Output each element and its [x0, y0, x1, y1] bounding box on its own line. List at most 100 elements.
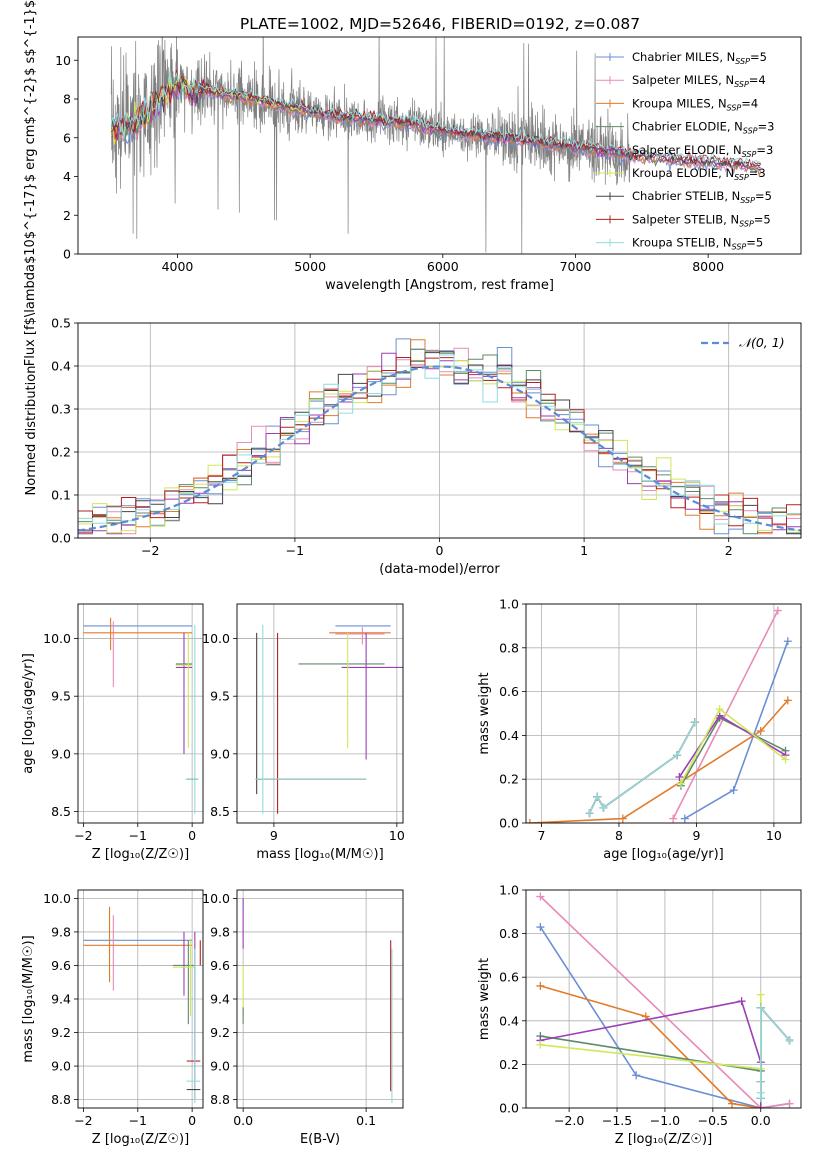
y-tick-label: 0.6 [499, 684, 519, 699]
weight-point [756, 1104, 765, 1108]
panel-age_vs_mass: 9 10 8.5 9.0 9.5 10.0 mass [log₁₀(M/M☉)] [202, 603, 405, 862]
panel-weight_vs_Z: −2.0 −1.5 −1.0 −0.5 0.0 0.0 0.2 0.4 0.6 0.8 1.0 Z [… [477, 883, 802, 1147]
y-tick-label: 8.5 [210, 804, 230, 819]
y-tick-label: 9.2 [51, 1025, 71, 1040]
x-axis-label: Z [log₁₀(Z/Z☉)] [92, 1132, 189, 1147]
legend-value: =5 [754, 212, 771, 226]
weight-series [588, 721, 696, 814]
y-tick-label: 9.4 [51, 992, 71, 1007]
y-tick-label: 0 [63, 247, 71, 262]
legend-name: Salpeter ELODIE, N [632, 143, 742, 157]
y-axis-label: Normed distribution [24, 366, 39, 496]
y-tick-label: 0.4 [51, 359, 71, 374]
x-tick-label: 10 [766, 828, 782, 843]
model-spectrum [110, 70, 762, 166]
x-axis-label: wavelength [Angstrom, rest frame] [325, 278, 554, 293]
y-tick-label: 9.5 [51, 689, 71, 704]
legend-name: Kroupa STELIB, N [632, 236, 732, 250]
x-tick-label: 2 [725, 543, 733, 558]
weight-point [756, 1003, 765, 1012]
y-tick-label: 9.0 [51, 746, 71, 761]
legend-sub: SSP [727, 103, 742, 112]
x-axis-label: Z [log₁₀(Z/Z☉)] [615, 1132, 712, 1147]
y-axis-label: mass weight [477, 672, 492, 754]
weight-point [632, 1071, 641, 1080]
observed-spectrum [110, 37, 632, 254]
y-axis-label: age [log₁₀(age/yr)] [21, 653, 36, 774]
x-tick-label: −1.0 [650, 1113, 680, 1128]
x-tick-label: 8000 [692, 259, 724, 274]
panel-residuals: −2 −1 0 1 2 0.0 0.1 0.2 0.3 0.4 0.5 (data-model)/er… [24, 316, 802, 577]
y-tick-label: 9.4 [210, 992, 230, 1007]
legend-name: Kroupa MILES, N [632, 96, 727, 110]
y-tick-label: 0.3 [51, 402, 71, 417]
y-tick-label: 0.4 [499, 728, 519, 743]
y-tick-label: 0.2 [51, 445, 71, 460]
x-tick-label: 5000 [294, 259, 326, 274]
y-tick-label: 9.8 [210, 924, 230, 939]
legend-entry: Chabrier ELODIE, NSSP=3 [632, 120, 774, 136]
y-tick-label: 0.4 [499, 1013, 519, 1028]
x-tick-label: 7000 [560, 259, 592, 274]
legend-sub: SSP [743, 127, 758, 136]
y-tick-label: 2 [63, 208, 71, 223]
legend-entry: Chabrier STELIB, NSSP=5 [632, 189, 772, 205]
x-tick-label: 9 [270, 828, 278, 843]
weight-point [728, 1099, 737, 1108]
y-tick-label: 4 [63, 169, 71, 184]
plot-area [536, 892, 794, 1108]
y-tick-label: 10.0 [43, 891, 71, 906]
weight-point [715, 705, 724, 714]
axes-frame [77, 36, 802, 255]
legend-sub: SSP [734, 80, 749, 89]
y-tick-label: 1.0 [499, 597, 519, 612]
x-tick-label: −1.5 [602, 1113, 632, 1128]
legend-sub: SSP [742, 150, 757, 159]
weight-point [536, 892, 545, 901]
plot-area [78, 338, 801, 535]
weight-point [669, 814, 678, 823]
weight-point [729, 786, 738, 795]
legend-value: =4 [741, 96, 758, 110]
legend-name: Chabrier STELIB, N [632, 189, 740, 203]
weight-point [680, 814, 689, 823]
legend-value: =4 [749, 73, 766, 87]
weight-series [588, 721, 696, 814]
weight-point [783, 696, 792, 705]
x-tick-label: 1 [580, 543, 588, 558]
legend-name: Salpeter MILES, N [632, 73, 734, 87]
weight-series [760, 1005, 791, 1099]
y-tick-label: 8.8 [210, 1092, 230, 1107]
x-tick-label: −2.0 [554, 1113, 584, 1128]
y-tick-label: 8.8 [51, 1092, 71, 1107]
axes-frame [77, 889, 204, 1109]
weight-point [785, 1099, 794, 1108]
y-axis-label: mass weight [477, 958, 492, 1040]
y-tick-label: 0.0 [499, 816, 519, 831]
gaussian-curve [78, 365, 801, 532]
weight-point [781, 755, 790, 764]
weight-series [539, 895, 790, 1108]
x-axis-label: (data-model)/error [379, 562, 500, 577]
x-tick-label: 10 [389, 828, 405, 843]
legend-sub: SSP [734, 173, 749, 182]
legend-entry: Salpeter ELODIE, NSSP=3 [632, 143, 773, 159]
residual-histogram [78, 351, 801, 534]
y-tick-label: 9.6 [210, 958, 230, 973]
y-tick-label: 0.6 [499, 970, 519, 985]
legend-value: =3 [756, 143, 773, 157]
weight-point [785, 1036, 794, 1045]
y-tick-label: 9.0 [210, 746, 230, 761]
weight-series [540, 1000, 762, 1108]
y-tick-label: 9.0 [51, 1059, 71, 1074]
axes-frame [236, 889, 404, 1109]
weight-point [756, 727, 765, 736]
panel-mass_vs_Z: −2 −1 0 8.8 9.0 9.2 9.4 9.6 9.8 10.0 Z [log₁₀(Z/Z☉… [21, 889, 204, 1147]
x-tick-label: 7 [538, 828, 546, 843]
y-tick-label: 0.1 [51, 488, 71, 503]
legend-entry: Salpeter MILES, NSSP=4 [632, 73, 766, 89]
panel-mass_vs_ebv: 0.0 0.1 8.8 9.0 9.2 9.4 9.6 9.8 10.0 E(B-V) [202, 889, 404, 1147]
model-spectrum [110, 69, 761, 168]
weight-series [672, 610, 779, 819]
x-tick-label: −1 [129, 828, 147, 843]
